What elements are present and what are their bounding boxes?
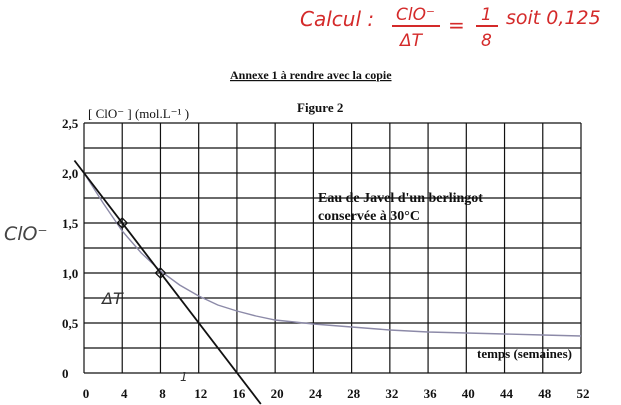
x-tick-label: 0 — [83, 386, 90, 401]
y-tick-label: 0,5 — [62, 316, 79, 331]
x-tick-label: 44 — [500, 386, 514, 401]
chart-annotation-line-2: conservée à 30°C — [318, 209, 420, 224]
x-tick-label: 36 — [424, 386, 438, 401]
figure-title: Figure 2 — [297, 100, 343, 115]
x-tick-label: 40 — [462, 386, 475, 401]
handwritten-calculation: Calcul : ClO⁻ ΔT = 1 8 soit 0,125 — [300, 5, 601, 51]
y-tick-label: 2,5 — [62, 116, 79, 131]
x-tick-label: 12 — [194, 386, 207, 401]
annexe-title: Annexe 1 à rendre avec la copie — [230, 68, 392, 82]
y-tick-label: 1,5 — [62, 216, 79, 231]
y-axis-label: [ ClO⁻ ] (mol.L⁻¹ ) — [88, 106, 189, 121]
measured-curve — [83, 172, 582, 337]
x-tick-label: 16 — [232, 386, 246, 401]
marked-point — [116, 217, 129, 229]
x-tick-label: 52 — [577, 386, 590, 401]
x-tick-label: 28 — [347, 386, 361, 401]
marked-point — [154, 267, 167, 279]
margin-clo-label: ClO⁻ — [4, 223, 48, 245]
chart: 0 4 8 12 16 20 24 28 32 36 40 44 48 5200,51,01,52,02,… — [62, 116, 590, 405]
x-tick-label: 4 — [121, 386, 128, 401]
x-tick-label: 48 — [538, 386, 552, 401]
x-tick-label: 24 — [309, 386, 323, 401]
margin-tick-mark: 1 — [180, 370, 188, 384]
x-tick-label: 8 — [159, 386, 166, 401]
calc-fraction-den: 8 — [481, 31, 492, 51]
calc-prefix: Calcul : — [300, 7, 374, 31]
y-tick-label: 1,0 — [62, 266, 78, 281]
x-axis-label: temps (semaines) — [477, 346, 572, 361]
calc-equals: = — [448, 13, 465, 37]
margin-delta-label: ΔT — [100, 289, 124, 308]
x-tick-label: 20 — [271, 386, 284, 401]
calc-numerator: ClO⁻ — [396, 5, 435, 25]
calc-fraction-num: 1 — [481, 5, 492, 25]
chart-annotation-line-1: Eau de Javel d'un berlingot — [318, 191, 483, 206]
y-tick-label: 0 — [62, 366, 69, 381]
x-tick-label: 32 — [385, 386, 398, 401]
calc-denominator: ΔT — [398, 31, 424, 51]
calc-suffix: soit 0,125 — [506, 7, 601, 29]
tangent-line — [73, 159, 262, 405]
y-tick-label: 2,0 — [62, 166, 78, 181]
